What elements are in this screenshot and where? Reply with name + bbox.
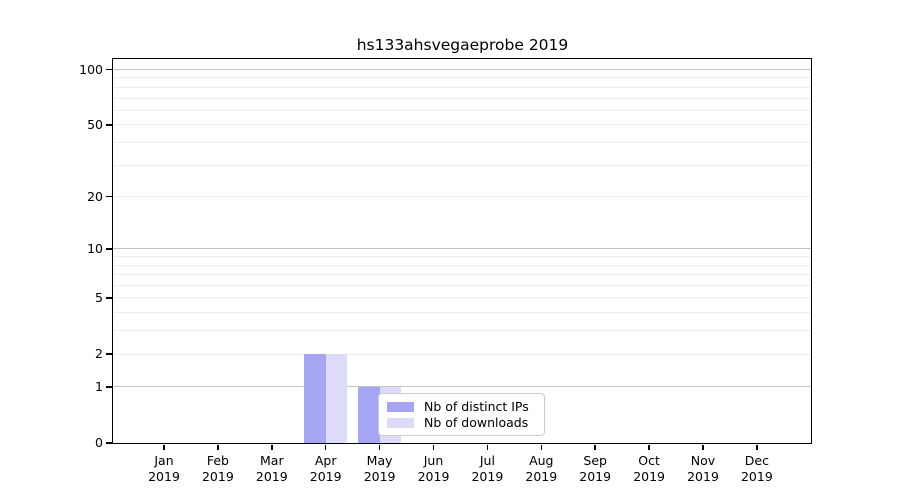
y-tick-label: 2 bbox=[95, 346, 103, 362]
minor-gridline bbox=[113, 285, 811, 287]
x-axis-tick bbox=[702, 444, 704, 450]
minor-gridline bbox=[113, 312, 811, 314]
minor-gridline bbox=[113, 141, 811, 143]
minor-gridline bbox=[113, 353, 811, 355]
x-axis-tick bbox=[217, 444, 219, 450]
major-gridline bbox=[113, 386, 811, 388]
major-gridline bbox=[113, 248, 811, 250]
minor-gridline bbox=[113, 97, 811, 99]
y-axis-tick bbox=[105, 442, 112, 444]
y-tick-label: 10 bbox=[87, 240, 103, 256]
x-axis-tick bbox=[163, 444, 165, 450]
bar-nb-of-distinct-ips-apr bbox=[304, 354, 326, 443]
minor-gridline bbox=[113, 264, 811, 266]
bar-nb-of-downloads-apr bbox=[325, 354, 348, 443]
x-tick-label: Aug 2019 bbox=[525, 453, 558, 484]
x-tick-label: Jul 2019 bbox=[471, 453, 504, 484]
major-gridline bbox=[113, 69, 811, 70]
x-tick-label: Mar 2019 bbox=[255, 453, 288, 484]
x-axis-tick bbox=[271, 444, 273, 450]
y-tick-label: 50 bbox=[87, 116, 103, 132]
x-tick-label: May 2019 bbox=[363, 453, 396, 484]
y-axis-tick bbox=[105, 386, 112, 388]
y-axis-tick bbox=[105, 248, 112, 250]
y-tick-label: 1 bbox=[95, 378, 103, 394]
bar-nb-of-distinct-ips-may bbox=[358, 386, 380, 443]
y-axis-tick bbox=[105, 297, 112, 299]
legend-entry-downloads: Nb of downloads bbox=[387, 415, 536, 430]
x-tick-label: Feb 2019 bbox=[201, 453, 234, 484]
minor-gridline bbox=[113, 256, 811, 258]
plot-area: 0 1 2 5 10 20 50 100 Jan 2019 Feb 2019 Mar 2019 Apr 201… bbox=[79, 58, 812, 484]
minor-gridline bbox=[113, 196, 811, 198]
minor-gridline bbox=[113, 109, 811, 111]
minor-gridline bbox=[113, 86, 811, 88]
x-tick-label: Apr 2019 bbox=[309, 453, 342, 484]
legend-label-distinct-ips: Nb of distinct IPs bbox=[424, 399, 529, 414]
minor-gridline bbox=[113, 297, 811, 299]
y-axis-tick bbox=[105, 124, 112, 126]
y-axis-tick bbox=[105, 353, 112, 355]
legend-swatch-distinct-ips-icon bbox=[387, 401, 414, 412]
legend-entry-distinct-ips: Nb of distinct IPs bbox=[387, 399, 536, 414]
y-axis-tick bbox=[105, 195, 112, 198]
x-tick-label: Jun 2019 bbox=[417, 453, 450, 484]
x-tick-label: Sep 2019 bbox=[579, 453, 612, 484]
x-axis-tick bbox=[324, 444, 327, 450]
x-tick-label: Jan 2019 bbox=[148, 453, 180, 484]
x-tick-label: Oct 2019 bbox=[633, 453, 665, 484]
x-axis-tick bbox=[378, 444, 381, 450]
x-axis-tick bbox=[594, 444, 596, 450]
y-tick-label: 100 bbox=[79, 61, 103, 77]
legend: Nb of distinct IPs Nb of downloads bbox=[378, 393, 545, 436]
legend-label-downloads: Nb of downloads bbox=[424, 415, 529, 430]
minor-gridline bbox=[113, 330, 811, 332]
x-tick-label: Nov 2019 bbox=[687, 453, 719, 484]
legend-swatch-downloads-icon bbox=[387, 417, 414, 428]
x-axis-tick bbox=[756, 444, 758, 450]
x-axis-tick bbox=[648, 444, 650, 450]
y-tick-label: 5 bbox=[95, 289, 103, 305]
minor-gridline bbox=[113, 77, 811, 79]
minor-gridline bbox=[113, 164, 811, 166]
x-axis-tick bbox=[540, 444, 543, 450]
minor-gridline bbox=[113, 274, 811, 276]
minor-gridline bbox=[113, 124, 811, 126]
x-tick-label: Dec 2019 bbox=[740, 453, 773, 484]
y-tick-label: 0 bbox=[95, 435, 103, 450]
y-tick-label: 20 bbox=[87, 188, 103, 204]
x-axis-tick bbox=[486, 444, 489, 450]
x-axis-tick bbox=[432, 444, 435, 450]
y-axis-tick bbox=[105, 68, 112, 71]
chart-title: hs133ahsvegaeprobe 2019 bbox=[356, 36, 569, 54]
